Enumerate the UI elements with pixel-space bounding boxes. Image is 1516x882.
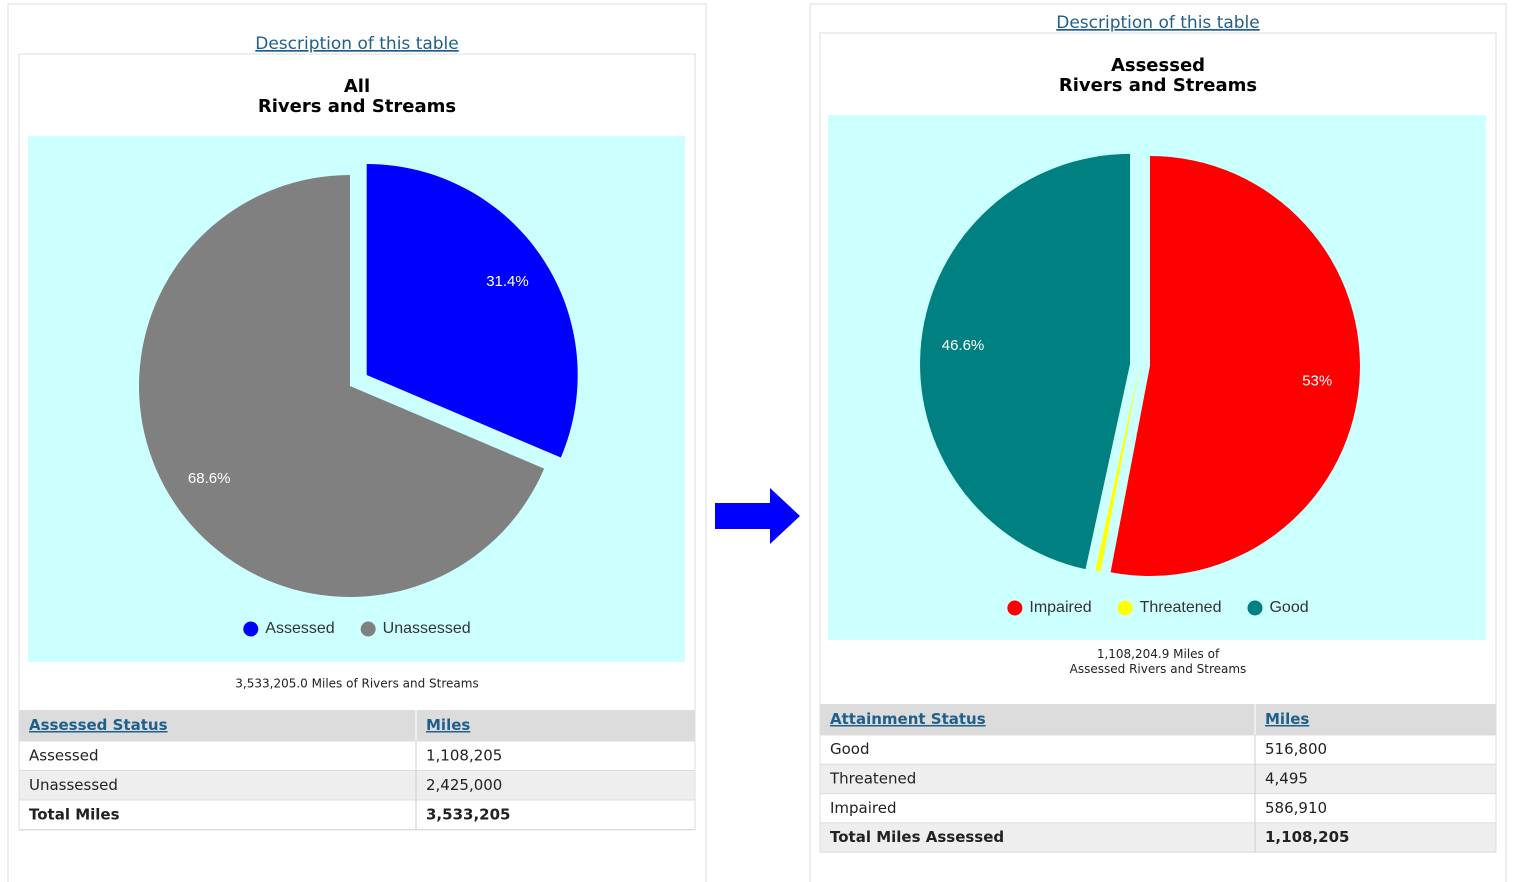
table-cell: 3,533,205 — [426, 805, 510, 823]
table-header — [19, 710, 695, 741]
legend-marker — [1247, 600, 1263, 616]
right-panel — [809, 3, 1507, 882]
chart-title: All — [344, 76, 370, 97]
legend-label: Good — [1269, 599, 1308, 616]
legend-label: Impaired — [1029, 599, 1091, 616]
legend-label: Threatened — [1140, 599, 1222, 616]
pie-slice — [1110, 155, 1360, 576]
table-row — [18, 770, 696, 801]
table-cell: 4,495 — [1265, 769, 1308, 787]
table-cell: Total Miles — [29, 805, 120, 823]
chart-title: Assessed — [1111, 55, 1205, 76]
table-cell: 2,425,000 — [426, 776, 502, 794]
column-header[interactable]: Miles — [1265, 710, 1309, 728]
table-cell: Threatened — [829, 769, 916, 787]
column-header[interactable]: Miles — [426, 716, 470, 734]
pie-slice — [920, 153, 1131, 570]
column-header[interactable]: Attainment Status — [830, 710, 986, 728]
description-link[interactable]: Description of this table — [255, 34, 459, 54]
slice-label: 46.6% — [942, 337, 985, 354]
table-row — [819, 822, 1497, 853]
table-cell: Total Miles Assessed — [830, 828, 1004, 846]
slice-label: 31.4% — [486, 273, 529, 290]
pie-slice — [366, 163, 578, 458]
table-row — [819, 734, 1497, 765]
table-row — [18, 740, 696, 771]
legend-marker — [360, 621, 376, 637]
table-cell: Impaired — [830, 799, 897, 817]
table-cell: Unassessed — [29, 776, 118, 794]
arrow — [715, 488, 800, 544]
slice-label: 53% — [1302, 373, 1332, 390]
pie-slice — [1095, 365, 1140, 572]
table-header — [820, 704, 1496, 735]
chart-title: Rivers and Streams — [258, 96, 456, 117]
table-row — [819, 793, 1497, 824]
legend-marker — [1007, 600, 1023, 616]
legend-marker — [243, 621, 259, 637]
left-panel — [7, 3, 707, 882]
legend-label: Unassessed — [383, 620, 471, 637]
table-cell: Assessed — [29, 746, 99, 764]
table-cell: 1,108,205 — [426, 746, 502, 764]
table-cell: 516,800 — [1265, 740, 1327, 758]
column-header[interactable]: Assessed Status — [29, 716, 168, 734]
caption: 3,533,205.0 Miles of Rivers and Streams — [235, 677, 478, 691]
table-row — [819, 763, 1497, 795]
legend-label: Assessed — [265, 620, 334, 637]
table-cell: Good — [830, 740, 870, 758]
table-row — [18, 799, 696, 830]
slice-label: 68.6% — [188, 470, 231, 487]
description-link[interactable]: Description of this table — [1056, 13, 1260, 33]
caption: Assessed Rivers and Streams — [1070, 662, 1247, 676]
table-cell: 1,108,205 — [1265, 828, 1349, 846]
pie-slice — [139, 175, 545, 597]
legend-marker — [1117, 600, 1133, 616]
caption: 1,108,204.9 Miles of — [1097, 647, 1220, 661]
chart-title: Rivers and Streams — [1059, 75, 1257, 96]
table-cell: 586,910 — [1265, 799, 1327, 817]
